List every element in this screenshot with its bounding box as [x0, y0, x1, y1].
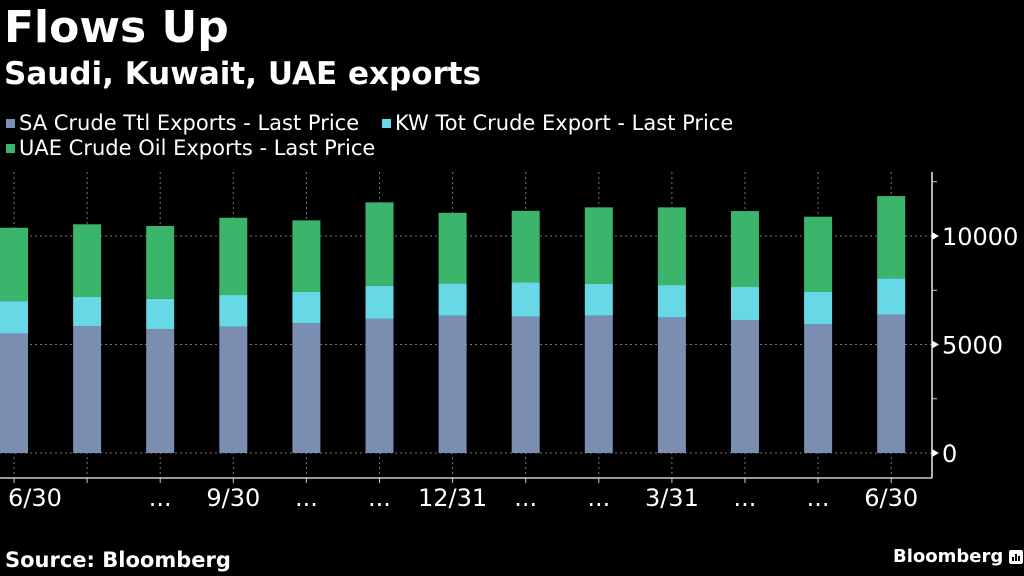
legend-label-uae: UAE Crude Oil Exports - Last Price: [19, 136, 376, 160]
source-note: Source: Bloomberg: [5, 548, 231, 572]
legend-item-uae: UAE Crude Oil Exports - Last Price: [6, 136, 375, 161]
bar-segment-sa: [438, 315, 467, 453]
legend-swatch-kw: [382, 119, 391, 128]
chart-title: Flows Up: [4, 2, 229, 53]
bar-segment-kw: [73, 296, 102, 327]
axes: [0, 172, 939, 483]
x-tick-labels: 6/30... 9/30...... 12/31...... 3/31...... 6/…: [8, 484, 918, 512]
bar-segment-uae: [804, 216, 833, 292]
bar-segment-kw: [804, 291, 833, 325]
bar-segment-sa: [731, 319, 759, 453]
bar-segment-sa: [146, 329, 175, 453]
legend-swatch-sa: [6, 119, 15, 128]
bar-segment-uae: [584, 207, 613, 284]
bar-segment-kw: [877, 278, 906, 315]
bar-segment-kw: [365, 285, 394, 319]
bar-segment-kw: [0, 301, 28, 334]
bar-segment-uae: [73, 224, 102, 297]
x-tick-label: 9/30: [206, 484, 260, 512]
bar-segment-kw: [657, 285, 686, 318]
x-tick-label: ...: [587, 484, 610, 512]
x-tick-label: ...: [295, 484, 318, 512]
bar-segment-sa: [0, 333, 28, 453]
y-tick-marker: [932, 232, 939, 240]
bar-segment-uae: [731, 211, 759, 287]
bar-segment-sa: [73, 326, 102, 453]
bar-segment-uae: [438, 212, 467, 284]
bar-segment-kw: [438, 283, 467, 316]
bar-segment-uae: [146, 226, 175, 299]
bloomberg-chart-icon: [1009, 550, 1024, 564]
legend-label-sa: SA Crude Ttl Exports - Last Price: [19, 111, 360, 135]
bar-segment-sa: [365, 318, 394, 453]
x-tick-label: ...: [368, 484, 391, 512]
legend-item-sa: SA Crude Ttl Exports - Last Price: [6, 111, 359, 136]
legend-label-kw: KW Tot Crude Export - Last Price: [395, 111, 734, 135]
x-tick-label: ...: [149, 484, 172, 512]
bar-segment-uae: [0, 227, 28, 302]
bar-segment-kw: [146, 298, 175, 330]
x-tick-label: 6/30: [8, 484, 62, 512]
x-tick-label: ...: [807, 484, 830, 512]
x-tick-label: ...: [514, 484, 537, 512]
x-tick-label: 3/31: [645, 484, 699, 512]
bar-segment-sa: [804, 324, 833, 453]
bar-segment-sa: [292, 323, 321, 453]
bar-segment-uae: [657, 207, 686, 286]
bar-segment-uae: [365, 202, 394, 286]
bar-segment-sa: [511, 316, 540, 453]
y-tick-marker: [932, 449, 939, 457]
bar-segment-uae: [511, 210, 540, 283]
legend-swatch-uae: [6, 144, 15, 153]
bar-segment-uae: [292, 220, 321, 292]
bar-segment-kw: [731, 286, 759, 320]
y-tick-labels: 0 5000 10000: [942, 223, 1018, 468]
bar-segment-kw: [292, 291, 321, 324]
legend-item-kw: KW Tot Crude Export - Last Price: [382, 111, 733, 136]
y-tick-label: 0: [942, 440, 957, 468]
bar-segment-kw: [511, 282, 540, 317]
bar-segment-uae: [877, 196, 906, 279]
x-tick-label: 12/31: [418, 484, 487, 512]
bloomberg-wordmark: Bloomberg: [893, 546, 1004, 567]
bar-segment-sa: [219, 326, 248, 453]
bar-segment-uae: [219, 217, 248, 296]
y-tick-label: 10000: [942, 223, 1018, 251]
chart-subtitle: Saudi, Kuwait, UAE exports: [4, 56, 482, 92]
bar-segment-kw: [584, 283, 613, 316]
bars: [0, 196, 906, 453]
y-tick-marker: [932, 340, 939, 349]
bar-segment-kw: [219, 295, 248, 327]
bar-segment-sa: [584, 315, 613, 453]
x-tick-label: 6/30: [864, 484, 918, 512]
bloomberg-logo: Bloomberg: [893, 545, 1024, 569]
bar-segment-sa: [657, 317, 686, 453]
x-tick-label: ...: [734, 484, 757, 512]
y-tick-label: 5000: [942, 332, 1003, 360]
bar-segment-sa: [877, 314, 906, 453]
